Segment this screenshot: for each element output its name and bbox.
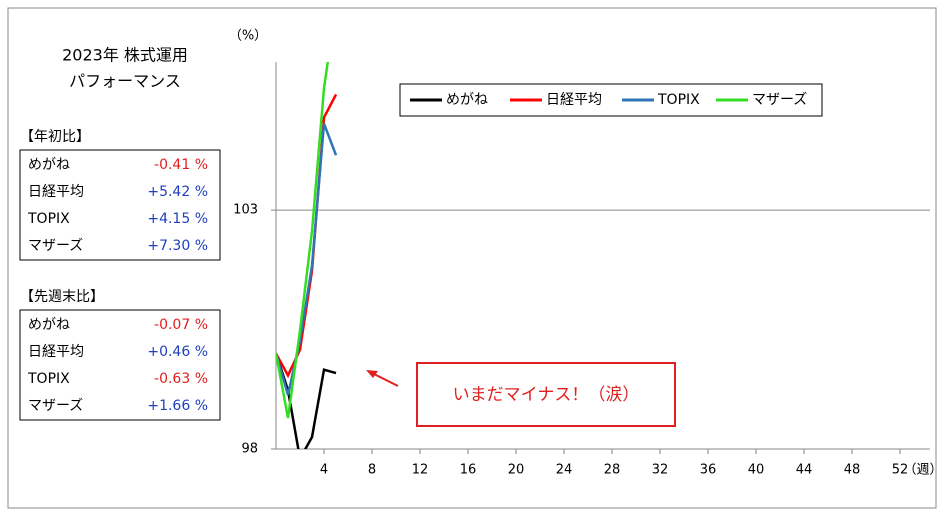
annotation: いまだマイナス！（涙） xyxy=(453,384,640,405)
summary-value: +7.30 % xyxy=(147,238,208,254)
summary-name: TOPIX xyxy=(27,371,70,387)
series-line xyxy=(276,123,338,396)
series-line xyxy=(276,62,330,419)
x-tick-label: 32 xyxy=(652,463,669,478)
summary-title: 【先週末比】 xyxy=(20,289,104,305)
summary-name: マザーズ xyxy=(28,238,83,254)
summary-name: めがね xyxy=(28,317,70,333)
legend-label: マザーズ xyxy=(752,92,807,108)
annotation-box xyxy=(416,362,676,427)
y-tick-label: 103 xyxy=(233,203,258,218)
x-tick-label: 4 xyxy=(320,463,328,478)
summary-name: 日経平均 xyxy=(28,344,84,360)
x-tick-label: 40 xyxy=(748,463,765,478)
summary-box xyxy=(19,309,221,421)
y-tick-label: 98 xyxy=(241,442,258,457)
plot-area xyxy=(276,62,338,449)
legend-label: TOPIX xyxy=(657,92,700,108)
summary-name: 日経平均 xyxy=(28,184,84,200)
annotation-arrowhead xyxy=(366,370,378,378)
annotation-arrow xyxy=(371,372,399,387)
y-unit: （%） xyxy=(229,29,267,44)
summary-value: -0.41 % xyxy=(154,157,208,173)
x-unit: （週） xyxy=(903,463,942,478)
x-tick-label: 48 xyxy=(844,463,861,478)
summary-value: +4.15 % xyxy=(147,211,208,227)
legend-label: 日経平均 xyxy=(546,92,602,108)
x-tick-label: 52 xyxy=(892,463,909,478)
summary-value: +1.66 % xyxy=(147,398,208,414)
x-tick-label: 36 xyxy=(700,463,717,478)
summary-value: +5.42 % xyxy=(147,184,208,200)
legend-label: めがね xyxy=(446,92,488,108)
x-tick-label: 28 xyxy=(604,463,621,478)
legend-box xyxy=(399,83,823,117)
x-tick-label: 12 xyxy=(412,463,429,478)
summary-title: 【年初比】 xyxy=(20,128,90,145)
summary-name: マザーズ xyxy=(28,398,83,414)
x-tick-label: 16 xyxy=(460,463,477,478)
frame xyxy=(7,7,937,509)
summary-name: TOPIX xyxy=(27,211,70,227)
summary-value: +0.46 % xyxy=(147,344,208,360)
x-tick-label: 20 xyxy=(508,463,525,478)
title-line: パフォーマンス xyxy=(69,72,181,91)
x-tick-label: 24 xyxy=(556,463,573,478)
summary-value: -0.63 % xyxy=(154,371,208,387)
summary-box xyxy=(19,149,221,261)
x-tick-label: 8 xyxy=(368,463,376,478)
x-tick-label: 44 xyxy=(796,463,813,478)
title-line: 2023年 株式運用 xyxy=(62,46,188,65)
summary-value: -0.07 % xyxy=(154,317,208,333)
series-line xyxy=(276,93,338,379)
summary-name: めがね xyxy=(28,157,70,173)
